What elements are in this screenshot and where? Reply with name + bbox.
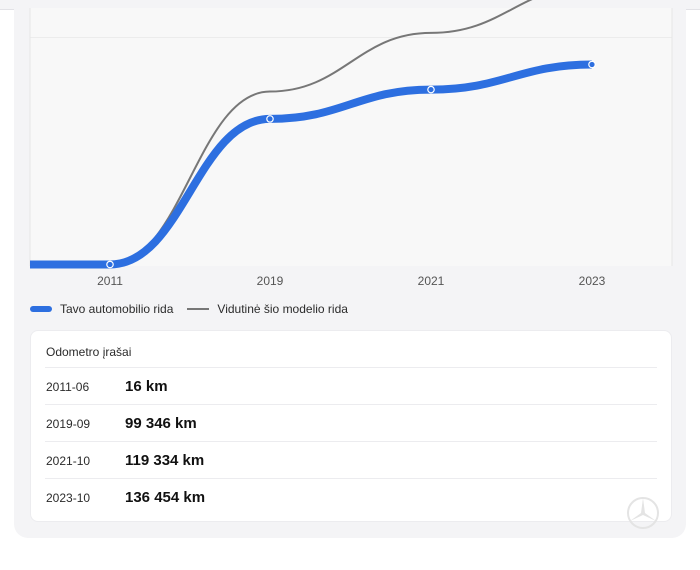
legend-swatch-avg	[187, 308, 210, 310]
avg-series-line	[109, 0, 533, 266]
data-point-marker[interactable]	[588, 60, 596, 69]
record-date: 2011-06	[46, 379, 90, 394]
odometer-record-row: 2019-09 99 346 km	[45, 404, 657, 442]
record-mileage: 99 346 km	[125, 415, 197, 432]
x-tick-layer: 2011 2019 2021 2023	[97, 274, 606, 288]
record-date: 2023-10	[46, 490, 91, 505]
legend-label-avg: Vidutinė šio modelio rida	[217, 302, 348, 316]
legend-item-own[interactable]: Tavo automobilio rida	[30, 302, 173, 316]
odometer-records-title: Odometro įrašai	[46, 345, 132, 359]
x-tick-label: 2021	[418, 274, 445, 288]
avg-series-layer	[109, 0, 533, 266]
data-point-marker[interactable]	[427, 85, 435, 94]
odometer-record-row: 2011-06 16 km	[45, 367, 657, 405]
x-tick-label: 2019	[257, 274, 284, 288]
record-mileage: 16 km	[125, 378, 168, 395]
odometer-record-row: 2021-10 119 334 km	[45, 441, 657, 479]
record-date: 2019-09	[46, 416, 91, 431]
mileage-chart: 2011 2019 2021 2023	[29, 0, 673, 288]
record-mileage: 136 454 km	[125, 489, 206, 506]
odometer-records-panel: Odometro įrašai 2011-06 16 km 2019-09 99…	[30, 330, 672, 522]
x-tick-label: 2023	[579, 274, 606, 288]
chart-legend: Tavo automobilio rida Vidutinė šio model…	[30, 300, 362, 318]
x-tick-label: 2011	[97, 274, 123, 288]
data-point-marker[interactable]	[106, 260, 114, 269]
record-mileage: 119 334 km	[125, 452, 205, 469]
legend-item-avg[interactable]: Vidutinė šio modelio rida	[187, 302, 348, 316]
legend-label-own: Tavo automobilio rida	[60, 302, 174, 316]
record-date: 2021-10	[46, 453, 91, 468]
legend-swatch-own	[30, 306, 52, 312]
data-point-marker[interactable]	[266, 115, 274, 123]
star-logo-icon	[627, 497, 659, 529]
plot-area	[30, 8, 672, 266]
marker-layer	[106, 60, 596, 269]
odometer-record-row: 2023-10 136 454 km	[45, 478, 657, 516]
